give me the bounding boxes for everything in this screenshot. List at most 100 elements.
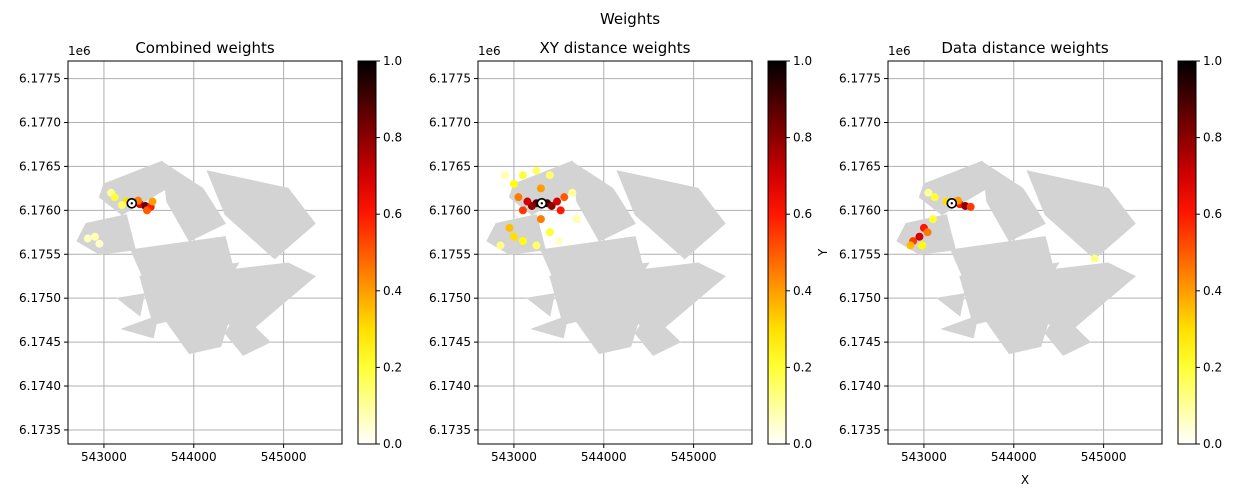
target-marker-center	[950, 202, 953, 205]
colorbar-tick-label: 0.6	[1203, 207, 1222, 221]
parcel-shape	[571, 161, 636, 242]
panel-title: Data distance weights	[941, 39, 1108, 57]
y-tick-label: 6.1775	[19, 72, 61, 86]
weight-point	[545, 171, 554, 180]
weight-point	[518, 171, 527, 180]
parcel-shape	[120, 314, 159, 339]
parcel-shape	[571, 301, 645, 355]
colorbar-tick-label: 0.2	[1203, 360, 1222, 374]
x-tick-label: 545000	[671, 450, 717, 464]
weight-point	[553, 197, 562, 206]
x-tick-label: 543000	[81, 450, 127, 464]
colorbar-tick-label: 0.8	[793, 131, 812, 145]
weight-point	[545, 228, 554, 237]
weight-point	[536, 215, 545, 224]
weight-point	[532, 241, 541, 250]
y-axis-label: Y	[816, 248, 830, 257]
colorbar-tick-label: 0.6	[793, 207, 812, 221]
panel-title: Combined weights	[135, 39, 275, 57]
weight-point	[90, 232, 99, 241]
x-tick-label: 544000	[171, 450, 217, 464]
weight-point	[509, 232, 518, 241]
panel-1: Combined weights 1e6 543000 544000 545000 6.1…	[19, 39, 402, 464]
weight-point	[532, 166, 541, 175]
y-tick-label: 6.1750	[839, 291, 881, 305]
y-tick-label: 6.1735	[429, 423, 471, 437]
weight-point	[1090, 254, 1099, 263]
weight-point	[572, 215, 581, 224]
weight-point	[906, 241, 915, 250]
parcel-footprint	[486, 160, 726, 356]
parcel-shape	[1044, 310, 1091, 356]
axes-frame	[477, 60, 753, 445]
weight-point	[928, 215, 937, 224]
figure-suptitle: Weights	[600, 10, 660, 28]
x-tick-label: 543000	[491, 450, 537, 464]
y-tick-label: 6.1765	[429, 159, 471, 173]
y-tick-label: 6.1760	[839, 203, 881, 217]
x-tick-label: 544000	[581, 450, 627, 464]
colorbar-tick-label: 0.8	[1203, 131, 1222, 145]
weight-point	[505, 223, 514, 232]
parcel-shape	[98, 160, 168, 216]
y-tick-label: 6.1770	[839, 115, 881, 129]
parcel-shape	[585, 262, 726, 334]
axis-offset-label: 1e6	[68, 44, 91, 58]
weight-point	[500, 171, 509, 180]
weight-point	[918, 241, 927, 250]
weight-point	[110, 193, 119, 202]
weight-point	[95, 239, 104, 248]
weight-point	[547, 201, 556, 210]
weight-point	[148, 197, 157, 206]
y-tick-label: 6.1770	[19, 115, 61, 129]
parcel-shape	[634, 310, 681, 356]
parcel-shape	[1026, 170, 1136, 260]
colorbar-tick-label: 0.2	[383, 360, 402, 374]
panel-3: Data distance weights 1e6 543000 544000 5450…	[839, 39, 1222, 487]
colorbar-tick-label: 1.0	[793, 54, 812, 68]
parcel-shape	[936, 293, 965, 317]
weight-point	[496, 241, 505, 250]
y-tick-label: 6.1745	[19, 335, 61, 349]
y-tick-label: 6.1765	[19, 159, 61, 173]
parcel-footprint	[76, 160, 316, 356]
parcel-shape	[76, 214, 137, 255]
weight-point	[930, 193, 939, 202]
panel-title: XY distance weights	[540, 39, 691, 57]
weight-point	[536, 184, 545, 193]
axis-offset-label: 1e6	[888, 44, 911, 58]
weight-point	[514, 193, 523, 202]
y-tick-label: 6.1750	[429, 291, 471, 305]
colorbar-tick-label: 0.0	[793, 437, 812, 451]
y-tick-label: 6.1755	[19, 247, 61, 261]
weight-point	[556, 206, 565, 215]
colorbar-tick-label: 0.0	[1203, 437, 1222, 451]
x-tick-label: 543000	[901, 450, 947, 464]
weight-point	[923, 228, 932, 237]
parcel-shape	[616, 170, 726, 260]
y-tick-label: 6.1755	[839, 247, 881, 261]
parcel-shape	[940, 314, 979, 339]
y-tick-label: 6.1775	[429, 72, 471, 86]
weight-point	[554, 237, 563, 246]
weight-point	[915, 232, 924, 241]
colorbar-tick-label: 0.6	[383, 207, 402, 221]
x-tick-label: 545000	[261, 450, 307, 464]
parcel-shape	[918, 160, 988, 216]
colorbar-gradient	[357, 60, 377, 445]
parcel-shape	[530, 314, 569, 339]
target-marker-center	[540, 202, 543, 205]
y-tick-label: 6.1740	[429, 379, 471, 393]
y-tick-label: 6.1770	[429, 115, 471, 129]
weight-point	[509, 179, 518, 188]
colorbar-tick-label: 0.8	[383, 131, 402, 145]
weighted-points	[83, 188, 157, 248]
colorbar-gradient	[767, 60, 787, 445]
y-tick-label: 6.1735	[19, 423, 61, 437]
weight-point	[523, 197, 532, 206]
y-tick-label: 6.1740	[839, 379, 881, 393]
y-tick-label: 6.1745	[429, 335, 471, 349]
y-tick-label: 6.1735	[839, 423, 881, 437]
weight-point	[518, 206, 527, 215]
